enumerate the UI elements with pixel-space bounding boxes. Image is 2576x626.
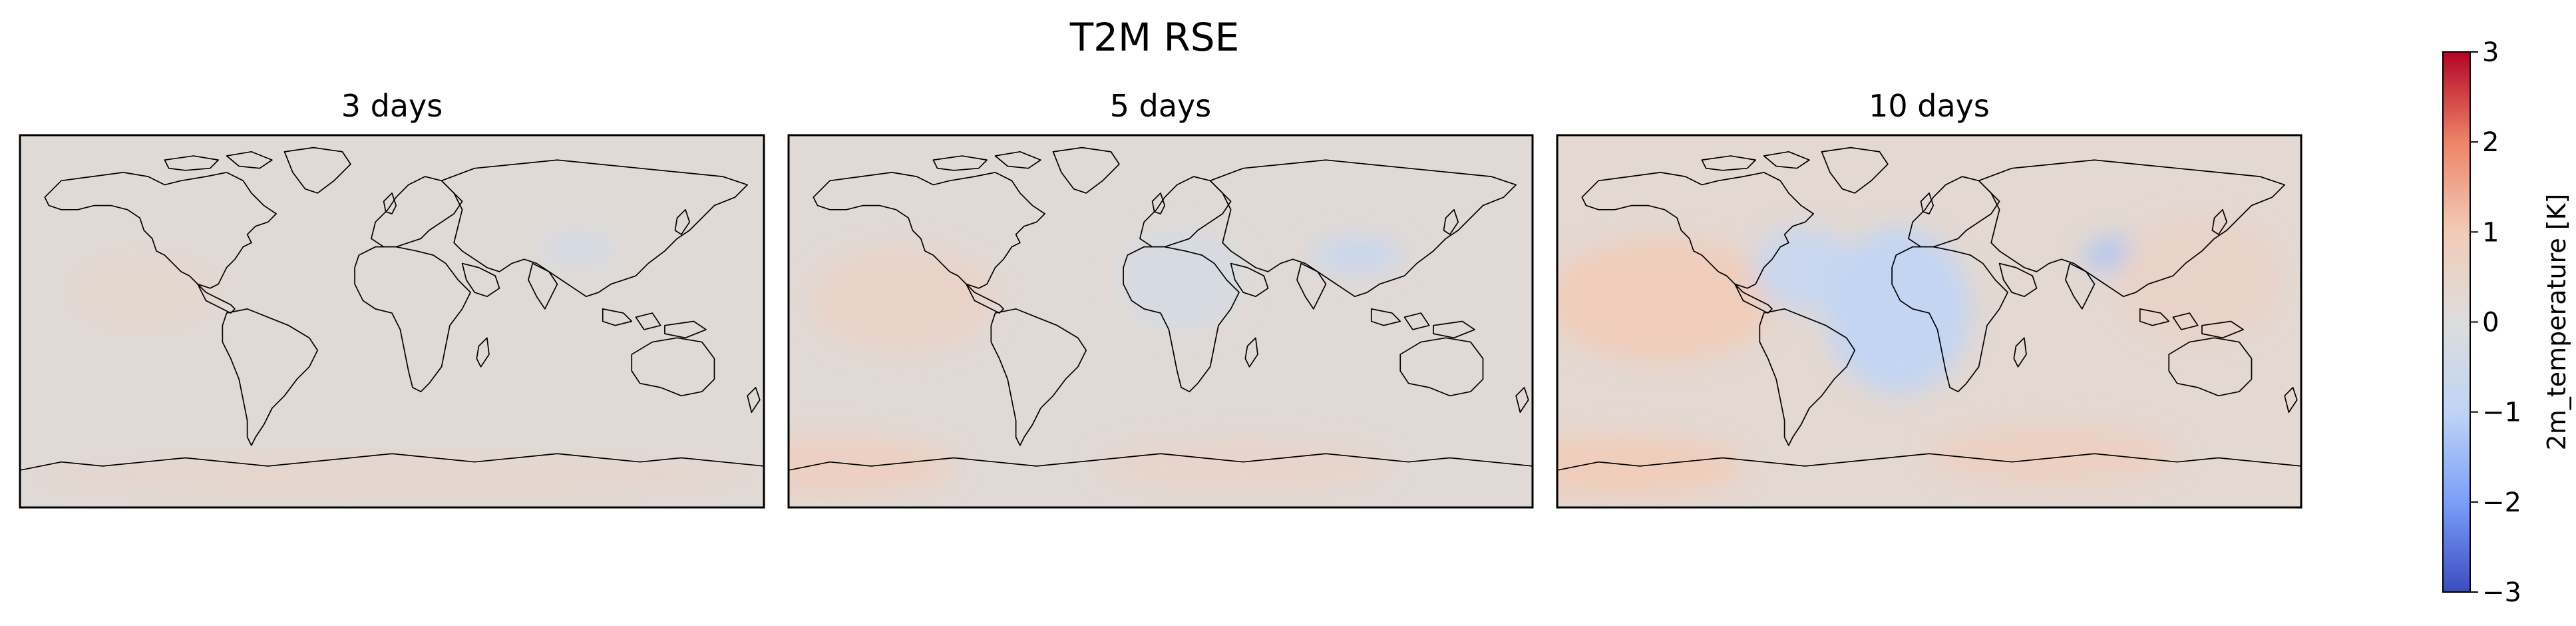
colorbar-gradient — [2442, 51, 2471, 593]
panel-frame — [787, 134, 1534, 509]
colorbar-tick-label: −2 — [2482, 487, 2521, 518]
map-panel-3: 10 days — [1556, 88, 2302, 509]
map-panels: 3 days 5 days 10 days — [19, 88, 2302, 509]
anomaly-region — [1929, 424, 2177, 487]
figure-title: T2M RSE — [1069, 15, 1240, 60]
anomaly-region — [2115, 218, 2281, 342]
colorbar-tick-label: 3 — [2482, 37, 2499, 68]
anomaly-field — [789, 135, 1533, 507]
panel-frame — [19, 134, 765, 509]
anomaly-field — [20, 135, 764, 507]
panel-frame — [1556, 134, 2302, 509]
anomaly-region — [1557, 435, 1744, 497]
anomaly-region — [1825, 228, 1971, 394]
anomaly-region — [1098, 441, 1388, 491]
map-panel-2: 5 days — [787, 88, 1534, 509]
panel-title: 3 days — [341, 88, 443, 124]
anomaly-region — [1311, 236, 1403, 274]
colorbar-tick-label: 2 — [2482, 127, 2499, 158]
colorbar-tick-label: 1 — [2482, 217, 2499, 248]
anomaly-region — [1119, 228, 1244, 332]
panel-title: 10 days — [1869, 88, 1990, 124]
anomaly-field — [1557, 135, 2301, 507]
colorbar-tick-label: −3 — [2482, 577, 2521, 608]
colorbar-tick-label: 0 — [2482, 308, 2499, 338]
anomaly-region — [20, 452, 764, 501]
panel-title: 5 days — [1110, 88, 1211, 124]
colorbar-label: 2m_temperature [K] — [2542, 194, 2571, 451]
colorbar-tick-label: −1 — [2482, 398, 2521, 428]
anomaly-region — [1557, 238, 1775, 363]
anomaly-region — [61, 244, 227, 336]
anomaly-region — [540, 232, 616, 266]
map-panel-1: 3 days — [19, 88, 765, 509]
anomaly-region — [809, 248, 996, 353]
colorbar: 3 2 1 0 −1 −2 −3 2m_temperature [K] — [2442, 37, 2571, 608]
